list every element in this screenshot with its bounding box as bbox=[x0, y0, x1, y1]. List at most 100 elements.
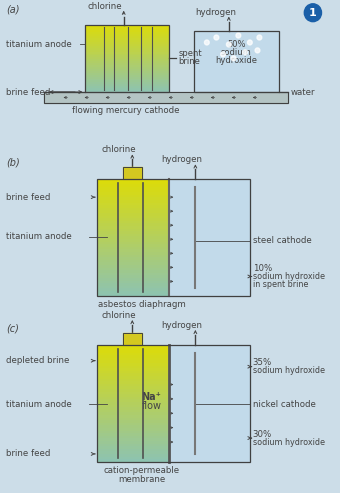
Bar bbox=[97, 376, 169, 380]
Bar bbox=[85, 38, 169, 41]
Bar bbox=[97, 402, 169, 405]
Bar bbox=[45, 92, 288, 103]
Text: 35%: 35% bbox=[253, 358, 272, 367]
Bar bbox=[97, 452, 169, 455]
Bar bbox=[85, 90, 169, 93]
Bar bbox=[97, 283, 169, 287]
Bar bbox=[97, 208, 169, 211]
Bar bbox=[97, 229, 169, 232]
Bar bbox=[85, 40, 169, 43]
Bar bbox=[97, 252, 169, 255]
Bar bbox=[85, 73, 169, 75]
Text: depleted brine: depleted brine bbox=[6, 356, 70, 365]
Bar bbox=[85, 54, 169, 56]
Bar bbox=[97, 257, 169, 261]
Bar bbox=[85, 34, 169, 37]
Text: hydrogen: hydrogen bbox=[162, 320, 203, 329]
Bar bbox=[97, 420, 169, 423]
Bar bbox=[97, 223, 169, 227]
Text: hydrogen: hydrogen bbox=[195, 8, 236, 17]
Bar bbox=[85, 63, 169, 66]
Bar bbox=[97, 444, 169, 447]
Bar bbox=[97, 265, 169, 269]
Text: sodium hydroxide: sodium hydroxide bbox=[253, 272, 325, 281]
Bar bbox=[97, 231, 169, 235]
Bar bbox=[97, 192, 169, 196]
Text: (b): (b) bbox=[6, 157, 20, 168]
Bar bbox=[85, 36, 169, 39]
Text: titanium anode: titanium anode bbox=[6, 232, 72, 241]
Circle shape bbox=[236, 33, 241, 38]
Bar bbox=[194, 31, 278, 92]
Bar bbox=[97, 384, 169, 387]
Bar bbox=[97, 381, 169, 385]
Bar bbox=[97, 216, 169, 219]
Bar bbox=[97, 198, 169, 201]
Bar bbox=[97, 345, 250, 462]
Text: in spent brine: in spent brine bbox=[253, 280, 308, 289]
Bar bbox=[85, 67, 169, 70]
Bar bbox=[97, 350, 169, 353]
Bar bbox=[85, 31, 169, 33]
Bar bbox=[97, 405, 169, 408]
Bar bbox=[97, 374, 169, 377]
Bar bbox=[85, 57, 169, 60]
Bar bbox=[194, 31, 278, 92]
Bar bbox=[97, 262, 169, 266]
Bar bbox=[97, 360, 169, 364]
Bar bbox=[85, 88, 169, 91]
Text: brine: brine bbox=[178, 57, 200, 66]
Bar bbox=[123, 168, 142, 179]
Text: hydrogen: hydrogen bbox=[162, 155, 203, 164]
Bar bbox=[97, 394, 169, 398]
Bar bbox=[97, 431, 169, 434]
Bar bbox=[97, 179, 169, 183]
Bar bbox=[97, 286, 169, 289]
Bar bbox=[97, 211, 169, 214]
Bar bbox=[97, 237, 169, 240]
Bar bbox=[123, 333, 142, 345]
Bar bbox=[85, 48, 169, 50]
Bar bbox=[85, 52, 169, 54]
Bar bbox=[85, 69, 169, 71]
Bar bbox=[97, 245, 169, 247]
Bar bbox=[123, 168, 142, 179]
Bar bbox=[97, 221, 169, 224]
Text: water: water bbox=[291, 88, 316, 97]
Bar bbox=[97, 368, 169, 372]
Text: (c): (c) bbox=[6, 323, 19, 333]
Bar bbox=[97, 441, 169, 445]
Text: 30%: 30% bbox=[253, 429, 272, 439]
Circle shape bbox=[304, 4, 322, 22]
Bar bbox=[97, 205, 169, 209]
Text: brine feed: brine feed bbox=[6, 450, 51, 458]
Bar bbox=[97, 213, 169, 216]
Bar bbox=[97, 179, 250, 296]
Bar bbox=[97, 413, 169, 416]
Bar bbox=[97, 446, 169, 450]
Bar bbox=[97, 260, 169, 263]
Text: asbestos diaphragm: asbestos diaphragm bbox=[98, 300, 186, 309]
Circle shape bbox=[231, 56, 236, 61]
Bar bbox=[97, 459, 169, 462]
Bar bbox=[97, 234, 169, 237]
Text: chlorine: chlorine bbox=[87, 2, 122, 11]
Text: 1: 1 bbox=[309, 8, 317, 18]
Bar bbox=[85, 33, 169, 35]
Text: chlorine: chlorine bbox=[102, 311, 136, 319]
Bar bbox=[97, 187, 169, 190]
Circle shape bbox=[243, 50, 248, 55]
Text: brine feed: brine feed bbox=[6, 193, 51, 202]
Bar bbox=[97, 436, 169, 439]
Bar bbox=[85, 59, 169, 62]
Bar bbox=[97, 379, 169, 382]
Bar bbox=[97, 397, 169, 400]
Bar bbox=[85, 29, 169, 31]
Bar bbox=[97, 184, 169, 188]
Bar bbox=[97, 425, 169, 429]
Text: chlorine: chlorine bbox=[102, 145, 136, 154]
Bar bbox=[97, 195, 169, 198]
Text: titanium anode: titanium anode bbox=[6, 40, 72, 49]
Bar bbox=[97, 399, 169, 403]
Bar bbox=[97, 278, 169, 282]
